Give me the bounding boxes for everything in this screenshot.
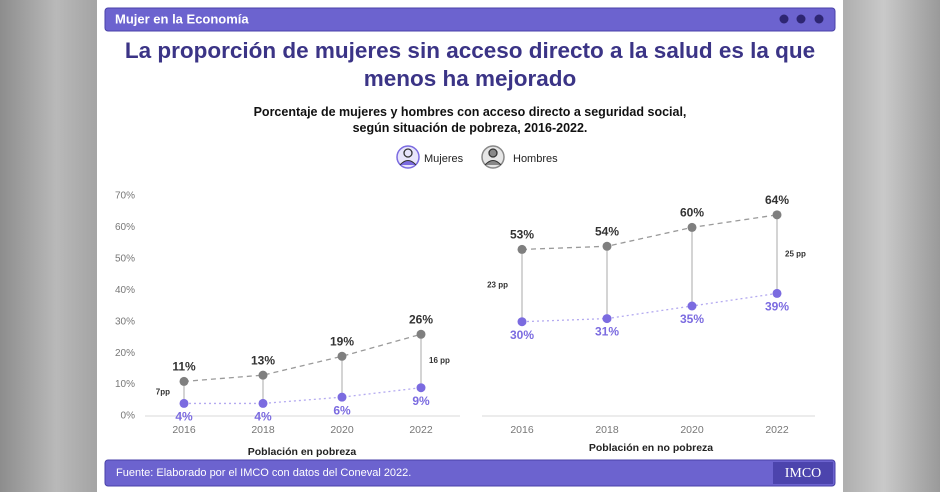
header-text: Mujer en la Economía — [115, 11, 249, 26]
value-label: 6% — [333, 403, 351, 417]
value-label: 64% — [765, 193, 789, 207]
y-tick-label: 50% — [115, 253, 135, 264]
legend-icon-head — [488, 148, 498, 158]
annotation: 7pp — [156, 388, 170, 397]
point — [687, 301, 697, 311]
series-line — [521, 214, 778, 251]
footer-source: Fuente: Elaborado por el IMCO con datos … — [116, 467, 411, 479]
point — [337, 351, 347, 361]
point — [517, 244, 527, 254]
y-tick-label: 30% — [115, 316, 135, 327]
logo: IMCO — [785, 466, 822, 481]
x-tick-label: 2022 — [409, 424, 433, 436]
value-label: 53% — [510, 228, 534, 242]
x-tick-label: 2020 — [680, 424, 704, 436]
point — [416, 383, 426, 393]
panel — [97, 0, 843, 492]
value-label: 19% — [330, 334, 354, 348]
value-label: 60% — [680, 206, 704, 220]
header-bar — [104, 7, 836, 32]
legend-label: Hombres — [513, 153, 558, 165]
logo-box — [773, 462, 833, 484]
x-tick-label: 2016 — [510, 424, 534, 436]
point — [416, 329, 426, 339]
dot — [779, 14, 789, 24]
annotation: 25 pp — [785, 249, 806, 258]
annotation: 23 pp — [487, 281, 508, 290]
x-tick-label: 2018 — [595, 424, 619, 436]
point — [258, 398, 268, 408]
annotation: 16 pp — [429, 356, 450, 365]
value-label: 31% — [595, 325, 619, 339]
point — [602, 241, 612, 251]
legend-label: Mujeres — [424, 153, 464, 165]
y-tick-label: 0% — [121, 411, 136, 422]
value-label: 30% — [510, 328, 534, 342]
x-axis-label: Población en pobreza — [248, 446, 357, 458]
value-label: 13% — [251, 353, 275, 367]
point — [179, 398, 189, 408]
dot — [814, 14, 824, 24]
series-line — [183, 333, 422, 383]
value-label: 54% — [595, 224, 619, 238]
y-tick-label: 60% — [115, 222, 135, 233]
legend-icon-body — [399, 160, 417, 166]
x-tick-label: 2022 — [765, 424, 789, 436]
point — [772, 288, 782, 298]
dot — [796, 14, 806, 24]
point — [337, 392, 347, 402]
point — [179, 376, 189, 386]
x-axis-label: Población en no pobreza — [589, 442, 713, 454]
footer-bar — [104, 459, 836, 487]
point — [772, 210, 782, 220]
point — [602, 314, 612, 324]
point — [517, 317, 527, 327]
value-label: 4% — [175, 410, 193, 424]
legend-icon-head — [403, 148, 413, 158]
y-tick-label: 10% — [115, 379, 135, 390]
series-line — [184, 387, 422, 405]
value-label: 9% — [412, 394, 430, 408]
value-label: 35% — [680, 312, 704, 326]
point — [258, 370, 268, 380]
series-line — [521, 292, 778, 323]
value-label: 26% — [409, 312, 433, 326]
value-label: 39% — [765, 300, 789, 314]
value-label: 4% — [254, 410, 272, 424]
value-label: 11% — [172, 360, 196, 374]
legend: Mujeres Hombres — [396, 145, 558, 169]
title: La proporción de mujeres sin acceso dire… — [124, 38, 816, 91]
x-tick-label: 2020 — [330, 424, 354, 436]
x-tick-label: 2018 — [251, 424, 275, 436]
y-tick-label: 70% — [115, 191, 135, 202]
subtitle: Porcentaje de mujeres y hombres con acce… — [253, 105, 687, 135]
x-tick-label: 2016 — [172, 424, 196, 436]
y-tick-label: 20% — [115, 348, 135, 359]
point — [687, 222, 697, 232]
legend-icon-body — [484, 160, 502, 166]
y-tick-label: 40% — [115, 285, 135, 296]
